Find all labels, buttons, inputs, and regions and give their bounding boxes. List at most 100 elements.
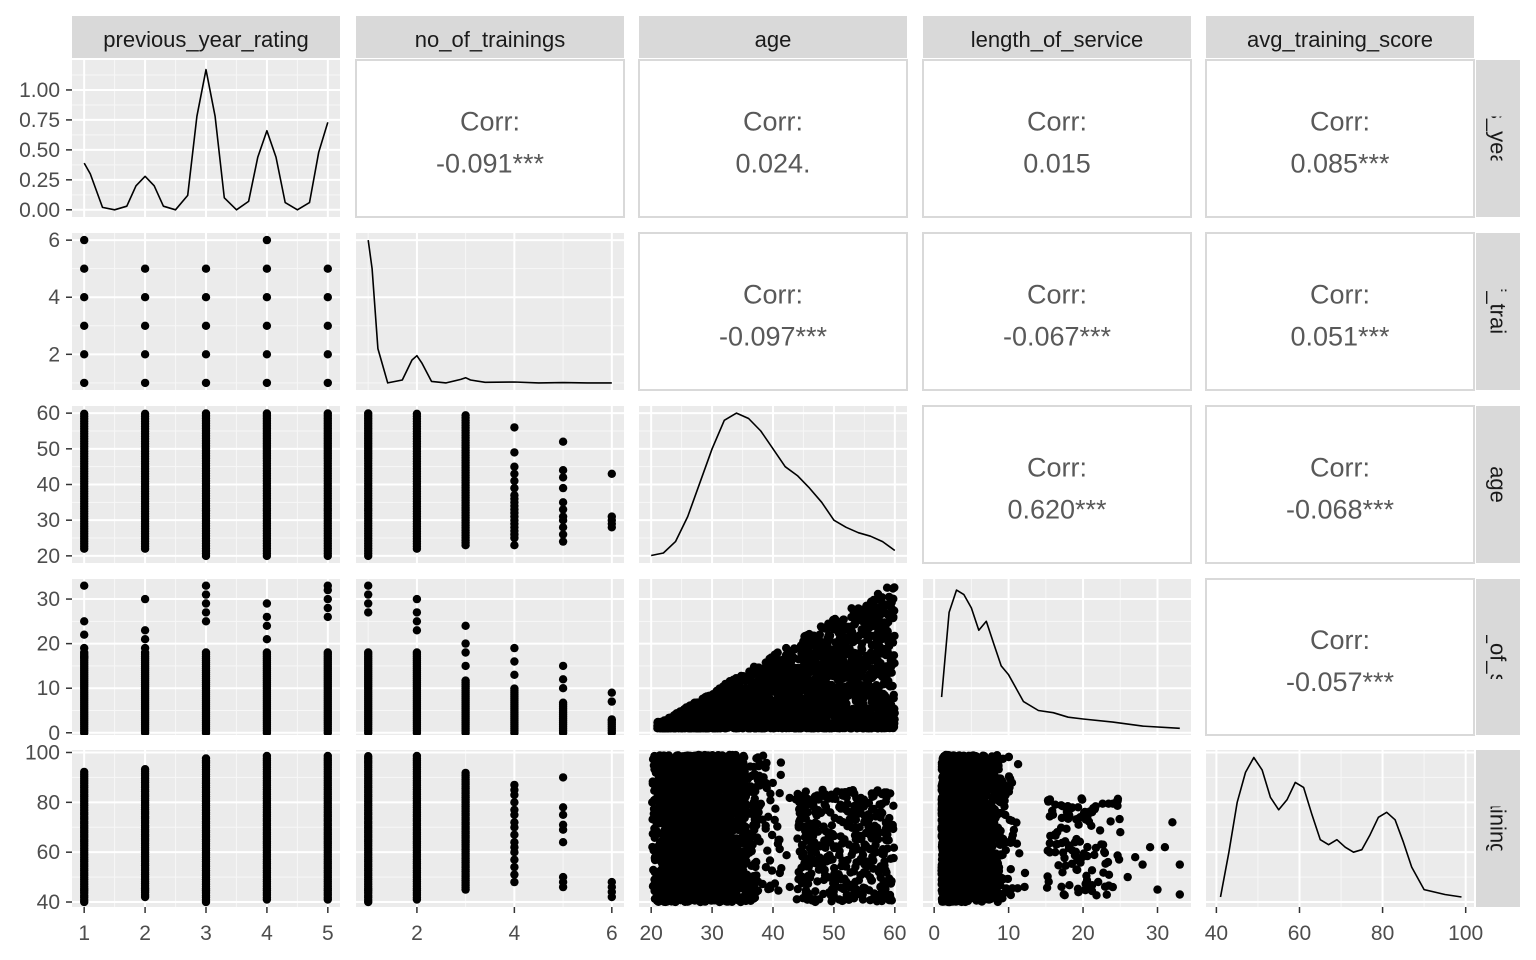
data-point	[80, 235, 89, 245]
data-point	[802, 724, 811, 733]
data-point	[510, 798, 519, 807]
data-point	[782, 851, 791, 860]
data-point	[815, 681, 824, 691]
corr-value: -0.097***	[719, 322, 828, 352]
data-point	[262, 612, 272, 622]
data-point	[819, 721, 828, 731]
data-point	[767, 653, 776, 662]
data-point	[880, 620, 889, 629]
data-point	[262, 635, 272, 644]
data-point	[874, 625, 883, 634]
data-point	[412, 594, 422, 604]
data-point	[826, 719, 835, 728]
data-point	[869, 640, 878, 650]
data-point	[889, 690, 898, 699]
scatter-points	[364, 581, 616, 735]
data-point	[857, 723, 866, 732]
data-point	[820, 704, 830, 713]
data-point	[461, 411, 470, 420]
scatter-points	[80, 235, 332, 388]
data-point	[873, 685, 882, 694]
corr-label: Corr:	[1310, 107, 1370, 137]
data-point	[715, 684, 724, 693]
data-point	[412, 751, 422, 761]
data-point	[767, 697, 776, 706]
density-panel-age	[639, 406, 907, 563]
data-point	[864, 724, 873, 733]
data-point	[140, 350, 150, 359]
data-point	[871, 651, 881, 661]
data-point	[140, 378, 150, 388]
corr-value: -0.091***	[436, 149, 545, 179]
data-point	[364, 599, 373, 608]
data-point	[773, 822, 782, 831]
data-point	[848, 664, 858, 673]
density-curve	[367, 239, 612, 384]
corr-value: 0.620***	[1007, 495, 1107, 525]
data-point	[725, 711, 734, 720]
data-point	[805, 629, 814, 639]
data-point	[814, 663, 824, 672]
data-point	[558, 825, 568, 834]
data-point	[558, 473, 568, 482]
data-point	[859, 608, 868, 617]
scatter-points	[364, 409, 616, 561]
scatter-panel-no_of_trainings-vs-length_of_service	[356, 579, 624, 735]
data-point	[852, 673, 861, 682]
data-point	[140, 626, 150, 635]
data-point	[765, 674, 774, 683]
scatter-panel-age-vs-length_of_service	[639, 579, 907, 735]
data-point	[838, 615, 848, 625]
data-point	[262, 350, 272, 359]
data-point	[201, 648, 211, 657]
data-point	[80, 378, 89, 388]
data-point	[764, 812, 773, 821]
data-point	[720, 700, 729, 709]
data-point	[689, 704, 698, 713]
data-point	[364, 608, 373, 617]
data-point	[859, 692, 869, 701]
corr-label: Corr:	[743, 107, 803, 137]
data-point	[558, 498, 568, 507]
data-point	[558, 810, 568, 819]
data-point	[857, 681, 866, 690]
data-point	[825, 683, 834, 692]
data-point	[262, 751, 272, 761]
data-point	[846, 724, 855, 733]
data-point	[558, 773, 568, 782]
data-point	[323, 751, 332, 761]
data-point	[730, 696, 739, 706]
data-point	[872, 717, 882, 727]
data-point	[782, 652, 792, 662]
data-point	[140, 594, 150, 604]
data-point	[879, 715, 888, 724]
density-panel-no_of_trainings	[356, 233, 624, 390]
data-point	[201, 321, 211, 330]
data-point	[745, 685, 755, 694]
data-point	[792, 670, 801, 679]
data-point	[801, 663, 810, 673]
data-point	[262, 409, 272, 418]
data-point	[698, 724, 708, 733]
corr-panel-length_of_service-avg_training_score: Corr:-0.057***	[1205, 578, 1475, 736]
data-point	[140, 409, 150, 418]
data-point	[510, 855, 519, 864]
data-point	[140, 264, 150, 273]
data-point	[706, 712, 715, 721]
data-point	[262, 621, 272, 630]
data-point	[752, 692, 761, 702]
data-point	[829, 645, 838, 655]
data-point	[809, 675, 818, 684]
corr-label: Corr:	[460, 107, 520, 137]
data-point	[771, 804, 780, 813]
scatter-points	[653, 583, 899, 733]
density-panel-length_of_service	[923, 579, 1191, 735]
data-point	[873, 589, 883, 599]
data-point	[461, 639, 470, 648]
data-point	[323, 648, 332, 657]
data-point	[262, 378, 272, 388]
data-point	[558, 437, 568, 446]
data-point	[789, 663, 798, 672]
data-point	[323, 603, 332, 613]
